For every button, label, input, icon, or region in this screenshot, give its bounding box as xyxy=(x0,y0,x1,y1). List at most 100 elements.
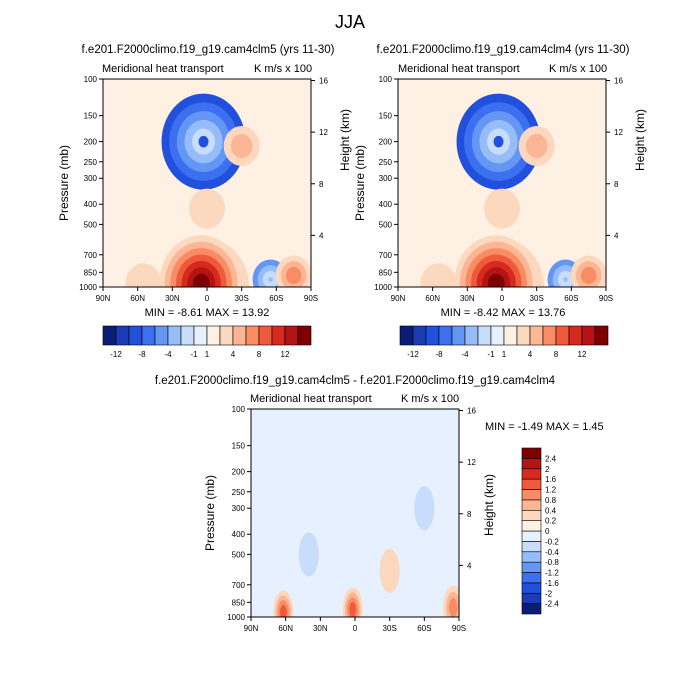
pressure-tick-label: 400 xyxy=(379,200,393,209)
pressure-tick-label: 850 xyxy=(232,598,246,607)
contour-peak xyxy=(198,135,209,148)
height-tick-label: 8 xyxy=(319,180,324,189)
pressure-tick-label: 150 xyxy=(84,112,98,121)
colorbar-label: -12 xyxy=(110,350,122,359)
colorbar-label: 2.4 xyxy=(545,454,557,463)
pressure-tick-label: 700 xyxy=(84,251,98,260)
y2label: Height (km) xyxy=(633,109,647,171)
min-max-text: MIN = -1.49 MAX = 1.45 xyxy=(485,421,604,433)
pressure-tick-label: 150 xyxy=(232,442,246,451)
height-tick-label: 12 xyxy=(614,128,623,137)
colorbar-label: -1 xyxy=(487,350,495,359)
contour-peak xyxy=(291,273,296,278)
colorbar-swatch xyxy=(141,325,156,346)
colorbar-swatch xyxy=(503,325,518,346)
colorbar-swatch xyxy=(521,468,542,480)
field-feature xyxy=(443,585,459,617)
latitude-tick-label: 0 xyxy=(205,294,210,303)
colorbar-swatch xyxy=(521,520,542,532)
panel-left-label: Meridional heat transport xyxy=(102,63,224,75)
latitude-tick-label: 60S xyxy=(269,294,283,303)
plot-area xyxy=(102,78,312,288)
contour-peak xyxy=(141,280,146,286)
colorbar-label: -8 xyxy=(435,350,443,359)
pressure-tick-label: 100 xyxy=(84,75,98,84)
colorbar-swatch xyxy=(206,325,221,346)
y2label: Height (km) xyxy=(482,474,496,536)
colorbar-label: 8 xyxy=(257,350,262,359)
panel-title: f.e201.F2000climo.f19_g19.cam4clm5 - f.e… xyxy=(155,375,556,387)
colorbar-swatch xyxy=(245,325,260,346)
plot-area xyxy=(397,78,607,288)
colorbar-label: -12 xyxy=(407,350,419,359)
colorbar-swatch xyxy=(258,325,273,346)
colorbar-label: 8 xyxy=(554,350,559,359)
plot-area xyxy=(250,408,460,618)
colorbar-swatch xyxy=(521,499,542,511)
height-tick-label: 12 xyxy=(467,458,476,467)
panel-cam4clm4: f.e201.F2000climo.f19_g19.cam4clm4 (yrs … xyxy=(353,44,647,359)
latitude-tick-label: 30S xyxy=(383,624,397,633)
colorbar-swatch xyxy=(425,325,440,346)
latitude-axis: 90N 60N 30N 0 30S 60S 90S xyxy=(391,287,613,303)
field-feature xyxy=(570,255,606,287)
panel-cam4clm5: f.e201.F2000climo.f19_g19.cam4clm5 (yrs … xyxy=(57,44,352,359)
pressure-tick-label: 300 xyxy=(379,174,393,183)
pressure-tick-label: 700 xyxy=(232,581,246,590)
field-feature xyxy=(454,235,539,287)
colorbar-swatch xyxy=(521,582,542,594)
colorbar-swatch xyxy=(219,325,234,346)
contour-peak xyxy=(388,568,391,574)
colorbar-label: 12 xyxy=(281,350,290,359)
latitude-tick-label: 60S xyxy=(417,624,431,633)
latitude-tick-label: 90S xyxy=(452,624,466,633)
field-layer xyxy=(125,93,311,287)
colorbar-label: -0.4 xyxy=(545,548,559,557)
contour-peak xyxy=(534,143,539,149)
height-tick-label: 4 xyxy=(467,561,472,570)
contour-peak xyxy=(282,609,285,615)
colorbar-label: -4 xyxy=(461,350,469,359)
colorbar-swatch xyxy=(516,325,531,346)
latitude-tick-label: 90N xyxy=(96,294,111,303)
pressure-tick-label: 250 xyxy=(84,158,98,167)
colorbar-swatch xyxy=(464,325,479,346)
latitude-tick-label: 0 xyxy=(353,624,358,633)
height-tick-label: 16 xyxy=(467,407,476,416)
colorbar-swatch xyxy=(297,325,312,346)
panel-difference: f.e201.F2000climo.f19_g19.cam4clm5 - f.e… xyxy=(155,375,604,633)
field-feature xyxy=(342,587,363,617)
colorbar-swatch xyxy=(477,325,492,346)
latitude-axis: 90N 60N 30N 0 30S 60S 90S xyxy=(244,617,466,633)
latitude-tick-label: 30N xyxy=(165,294,180,303)
colorbar-swatch xyxy=(521,592,542,604)
pressure-tick-label: 200 xyxy=(232,468,246,477)
field-feature xyxy=(484,188,520,229)
panel-title: f.e201.F2000climo.f19_g19.cam4clm4 (yrs … xyxy=(377,44,630,56)
ylabel: Pressure (mb) xyxy=(353,145,367,221)
height-axis: 16 12 8 4 xyxy=(606,77,623,240)
colorbar-label: 1.2 xyxy=(545,486,557,495)
colorbar-swatch xyxy=(521,489,542,501)
colorbar-swatch xyxy=(154,325,169,346)
colorbar-label: 0 xyxy=(545,527,550,536)
pressure-axis: 100 150 200 250 300 400 500 700 850 1000 xyxy=(374,75,398,292)
field-feature xyxy=(275,255,311,287)
colorbar-label: -0.2 xyxy=(545,537,559,546)
colorbar-label: -8 xyxy=(138,350,146,359)
pressure-tick-label: 300 xyxy=(84,174,98,183)
colorbar-label: 2 xyxy=(545,465,550,474)
contour-peak xyxy=(586,273,591,278)
pressure-tick-label: 1000 xyxy=(79,283,97,292)
pressure-tick-label: 150 xyxy=(379,112,393,121)
field-feature xyxy=(223,126,260,167)
colorbar-swatch xyxy=(594,325,609,346)
pressure-tick-label: 200 xyxy=(379,138,393,147)
latitude-tick-label: 90N xyxy=(244,624,259,633)
latitude-tick-label: 90S xyxy=(599,294,613,303)
panel-units-label: K m/s x 100 xyxy=(254,63,312,75)
ylabel: Pressure (mb) xyxy=(203,475,217,551)
contour-peak xyxy=(563,277,568,282)
colorbar-swatch xyxy=(555,325,570,346)
